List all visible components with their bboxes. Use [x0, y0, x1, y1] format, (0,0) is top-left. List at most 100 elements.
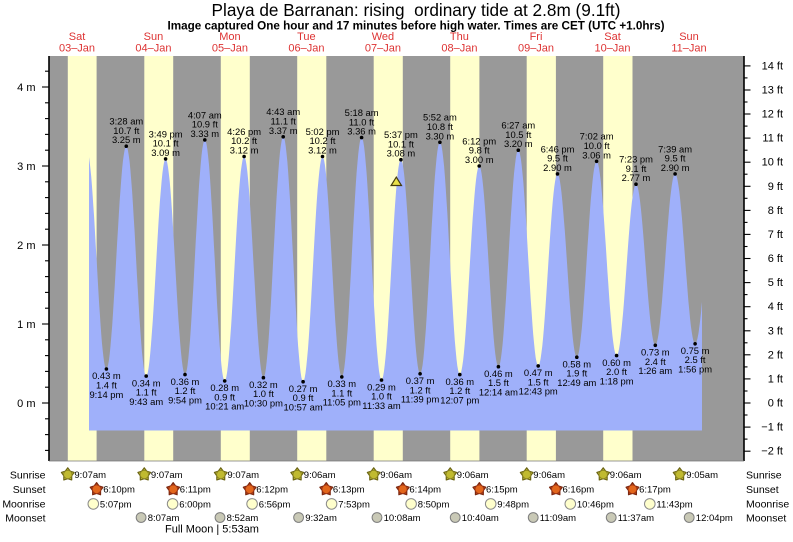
svg-text:11.0 ft: 11.0 ft — [349, 116, 375, 127]
svg-text:1.0 ft: 1.0 ft — [371, 391, 392, 402]
svg-text:0.43 m: 0.43 m — [92, 370, 121, 381]
svg-text:3.33 m: 3.33 m — [190, 128, 219, 139]
svg-text:0.75 m: 0.75 m — [681, 345, 710, 356]
svg-text:6:00pm: 6:00pm — [179, 499, 211, 510]
svg-text:2.90 m: 2.90 m — [543, 162, 572, 173]
svg-text:11:39 pm: 11:39 pm — [401, 394, 440, 405]
svg-text:2.5 ft: 2.5 ft — [685, 354, 706, 365]
svg-text:10–Jan: 10–Jan — [594, 43, 630, 55]
svg-text:1 ft: 1 ft — [768, 373, 783, 385]
svg-text:10:46pm: 10:46pm — [577, 499, 614, 510]
svg-text:Full Moon | 5:53am: Full Moon | 5:53am — [165, 524, 259, 536]
svg-text:2 ft: 2 ft — [768, 349, 783, 361]
svg-text:6:11pm: 6:11pm — [180, 485, 211, 496]
svg-text:5:07pm: 5:07pm — [100, 499, 132, 510]
svg-text:6 ft: 6 ft — [768, 253, 783, 265]
svg-text:12:43 pm: 12:43 pm — [519, 386, 558, 397]
svg-text:10.7 ft: 10.7 ft — [113, 125, 139, 136]
svg-text:9.5 ft: 9.5 ft — [547, 153, 568, 164]
svg-text:Thu: Thu — [450, 31, 469, 43]
svg-text:9:06am: 9:06am — [457, 470, 489, 481]
svg-text:6:14pm: 6:14pm — [409, 485, 441, 496]
svg-text:10.9 ft: 10.9 ft — [192, 119, 218, 130]
svg-text:8:52am: 8:52am — [227, 513, 259, 524]
svg-text:8:07am: 8:07am — [148, 513, 180, 524]
svg-text:5:52 am: 5:52 am — [423, 112, 457, 123]
svg-text:9:06am: 9:06am — [304, 470, 336, 481]
svg-text:1:26 am: 1:26 am — [638, 365, 672, 376]
svg-text:10.2 ft: 10.2 ft — [231, 135, 257, 146]
svg-text:5:37 pm: 5:37 pm — [384, 129, 418, 140]
svg-text:1.2 ft: 1.2 ft — [449, 385, 470, 396]
svg-text:9:14 pm: 9:14 pm — [89, 389, 123, 400]
svg-text:2.77 m: 2.77 m — [622, 172, 651, 183]
svg-text:Moonrise: Moonrise — [2, 499, 45, 511]
svg-text:0.33 m: 0.33 m — [327, 378, 356, 389]
svg-text:12:07 pm: 12:07 pm — [440, 394, 479, 405]
svg-text:9:06am: 9:06am — [533, 470, 565, 481]
svg-text:9:43 am: 9:43 am — [129, 396, 163, 407]
svg-text:10.2 ft: 10.2 ft — [309, 135, 335, 146]
svg-text:1.0 ft: 1.0 ft — [253, 388, 274, 399]
svg-text:3.06 m: 3.06 m — [582, 149, 611, 160]
svg-text:0.32 m: 0.32 m — [249, 379, 278, 390]
svg-text:Sunset: Sunset — [13, 484, 46, 496]
svg-text:3 ft: 3 ft — [768, 325, 783, 337]
svg-text:10 ft: 10 ft — [762, 157, 783, 169]
svg-text:0 m: 0 m — [17, 398, 35, 410]
svg-text:10.8 ft: 10.8 ft — [427, 121, 453, 132]
svg-text:6:17pm: 6:17pm — [639, 485, 671, 496]
svg-text:8:50pm: 8:50pm — [418, 499, 450, 510]
svg-text:3:28 am: 3:28 am — [109, 116, 143, 127]
svg-text:12 ft: 12 ft — [762, 109, 783, 121]
svg-text:3.30 m: 3.30 m — [426, 130, 455, 141]
svg-text:3.00 m: 3.00 m — [465, 154, 494, 165]
svg-text:0.28 m: 0.28 m — [210, 382, 239, 393]
svg-text:11 ft: 11 ft — [762, 133, 783, 145]
svg-text:Fri: Fri — [530, 31, 543, 43]
svg-text:6:16pm: 6:16pm — [563, 485, 595, 496]
svg-text:05–Jan: 05–Jan — [212, 43, 248, 55]
svg-text:9:06am: 9:06am — [380, 470, 412, 481]
svg-text:9:32am: 9:32am — [305, 513, 337, 524]
svg-text:0.34 m: 0.34 m — [132, 377, 161, 388]
svg-text:0.46 m: 0.46 m — [484, 368, 513, 379]
svg-text:7:02 am: 7:02 am — [580, 131, 614, 142]
svg-text:Sun: Sun — [144, 31, 164, 43]
svg-text:Moonrise: Moonrise — [746, 499, 789, 511]
svg-text:Mon: Mon — [219, 31, 240, 43]
svg-text:Sunset: Sunset — [746, 484, 779, 496]
svg-text:11:05 pm: 11:05 pm — [323, 397, 362, 408]
svg-text:9.8 ft: 9.8 ft — [469, 145, 490, 156]
svg-text:Sun: Sun — [679, 31, 699, 43]
svg-text:11.1 ft: 11.1 ft — [271, 116, 297, 127]
svg-text:10:40am: 10:40am — [462, 513, 499, 524]
svg-text:0.47 m: 0.47 m — [524, 367, 553, 378]
svg-text:0.29 m: 0.29 m — [367, 381, 396, 392]
svg-text:1.5 ft: 1.5 ft — [528, 376, 549, 387]
svg-text:−1 ft: −1 ft — [761, 422, 783, 434]
svg-text:6:56pm: 6:56pm — [259, 499, 291, 510]
svg-text:0.36 m: 0.36 m — [171, 376, 200, 387]
svg-text:11:37am: 11:37am — [618, 513, 654, 524]
svg-text:4 ft: 4 ft — [768, 301, 783, 313]
svg-text:Moonset: Moonset — [746, 512, 786, 524]
svg-text:6:13pm: 6:13pm — [333, 485, 365, 496]
svg-text:2.0 ft: 2.0 ft — [606, 366, 627, 377]
svg-text:08–Jan: 08–Jan — [441, 43, 477, 55]
svg-text:0.73 m: 0.73 m — [641, 347, 670, 358]
svg-text:Sat: Sat — [604, 31, 621, 43]
svg-text:9:06am: 9:06am — [610, 470, 642, 481]
svg-text:3.12 m: 3.12 m — [230, 145, 259, 156]
svg-text:12:49 am: 12:49 am — [557, 377, 596, 388]
svg-text:3.20 m: 3.20 m — [504, 138, 533, 149]
svg-text:13 ft: 13 ft — [762, 85, 783, 97]
svg-text:12:14 am: 12:14 am — [479, 387, 518, 398]
svg-text:10:08am: 10:08am — [384, 513, 421, 524]
svg-text:1:56 pm: 1:56 pm — [678, 364, 712, 375]
svg-text:06–Jan: 06–Jan — [288, 43, 324, 55]
svg-text:3.36 m: 3.36 m — [347, 126, 376, 137]
svg-text:6:12 pm: 6:12 pm — [462, 135, 496, 146]
svg-text:3.09 m: 3.09 m — [151, 147, 180, 158]
svg-text:7:39 am: 7:39 am — [658, 143, 692, 154]
